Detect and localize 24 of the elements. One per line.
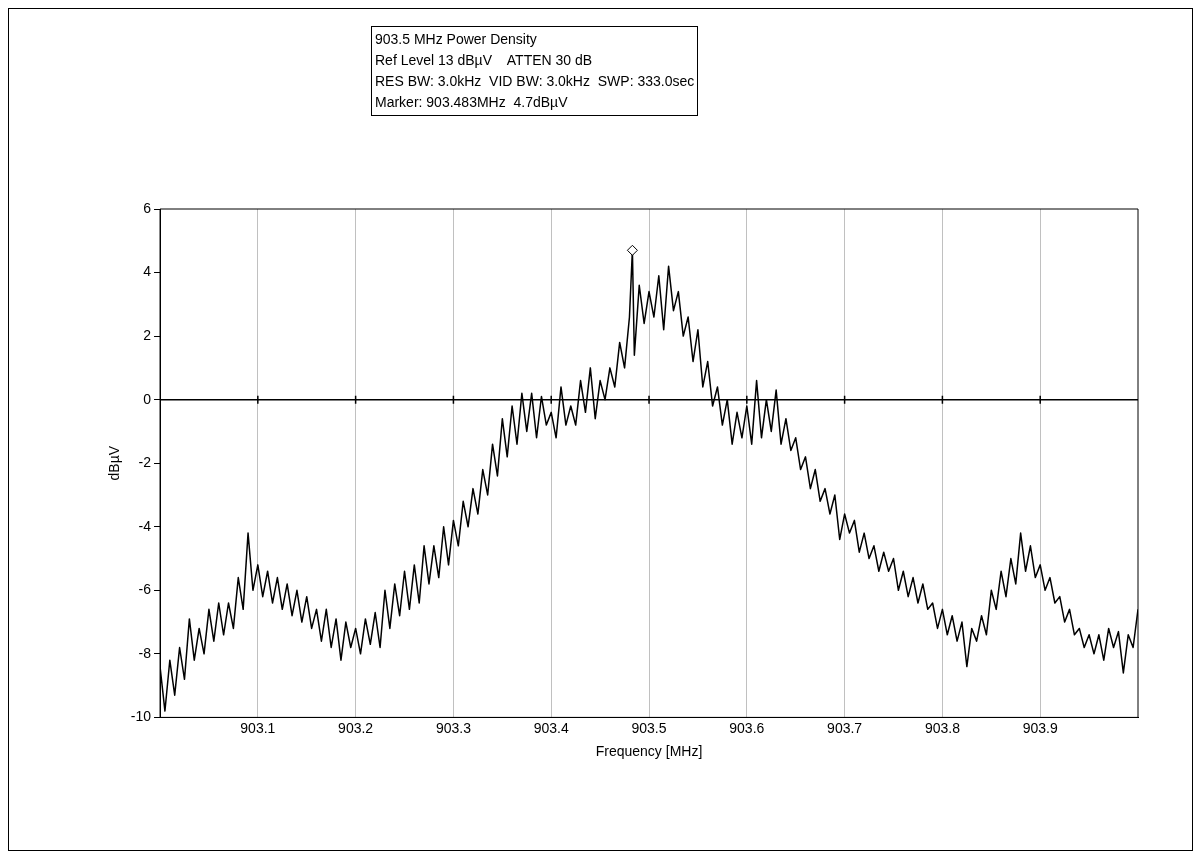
text: Ref Level 13 dBµV ATTEN 30 dB <box>375 51 594 70</box>
x-tick-label: 903.2 <box>338 719 374 736</box>
x-tick-label: 903.3 <box>435 719 472 736</box>
y-tick-label: -6 <box>138 581 152 598</box>
x-tick-label: 903.6 <box>729 719 765 736</box>
y-tick-label: -4 <box>138 517 152 534</box>
x-tick-label: 903.8 <box>924 719 961 736</box>
x-tick-label: 903.1 <box>240 719 276 736</box>
y-tick-label: -2 <box>138 454 152 471</box>
x-tick-label: 903.5 <box>631 719 667 736</box>
x-axis-title: Frequency [MHz] <box>595 743 703 760</box>
text: RES BW: 3.0kHz VID BW: 3.0kHz SWP: 333.0sec <box>375 72 695 91</box>
x-tick-label: 903.4 <box>533 719 569 736</box>
x-tick-label: 903.9 <box>1022 719 1058 736</box>
text: Marker: 903.483MHz 4.7dBµV <box>375 93 569 112</box>
y-tick-label: 2 <box>143 326 152 343</box>
y-tick-label: -10 <box>130 708 152 725</box>
y-tick-label: 4 <box>143 263 152 280</box>
x-tick-label: 903.7 <box>827 719 863 736</box>
y-tick-label: -8 <box>138 644 152 661</box>
chart-title: 903.5 MHz Power Density <box>375 30 538 49</box>
y-tick-label: 6 <box>143 199 152 216</box>
y-axis-title: dBµV <box>106 445 123 481</box>
y-tick-label: 0 <box>143 390 152 407</box>
